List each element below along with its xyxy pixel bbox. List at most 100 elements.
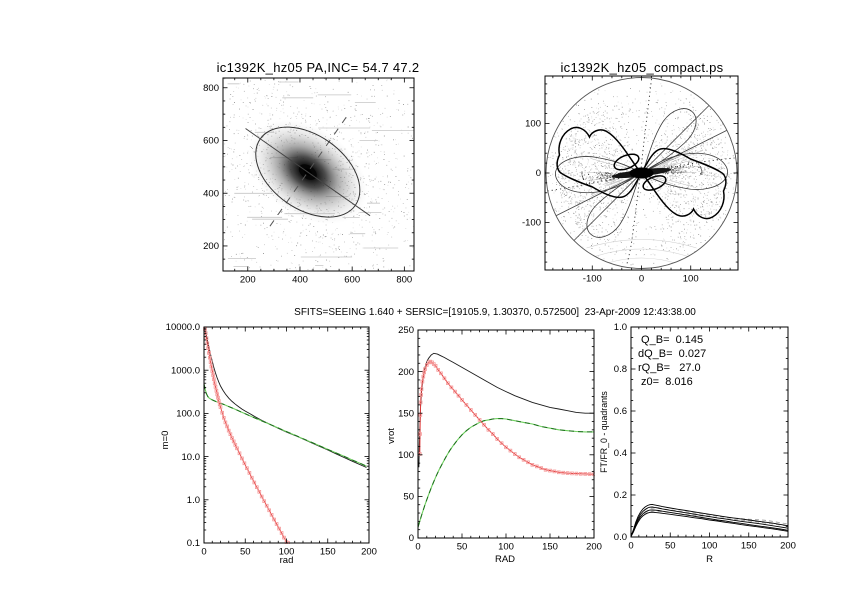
fourier-annotations: Q_B= 0.145 dQ_B= 0.027 rQ_B= 27.0 z0= 8.01… [638,334,706,388]
marker-bulge-rotation [526,460,530,465]
marker-bulge-sersic [204,336,209,340]
series-bulge-sersic [204,328,289,544]
marker-bulge-sersic [225,424,229,429]
marker-bulge-sersic [237,451,242,456]
y-tick-label: 0 [409,533,414,544]
x-tick-label: 800 [396,275,412,286]
marker-bulge-rotation [423,367,427,371]
panel-rotation-curve: 0 50 100 150 200 0 50 100 150 200 250 RAD vrot [386,325,602,565]
marker-bulge-rotation [439,371,443,376]
plot-frame [417,329,595,539]
surface-profile-axes: 0 50 100 150 200 10000.0 1000.0 100.0 10.0 1.0 0.1 [166,322,377,557]
marker-bulge-sersic [235,446,239,451]
marker-bulge-rotation [473,413,478,417]
marker-bulge-sersic [255,485,259,490]
marker-bulge-rotation [464,403,469,407]
x-tick-label: 200 [780,541,796,552]
marker-bulge-rotation [556,470,561,475]
marker-bulge-sersic [274,522,279,526]
marker-bulge-rotation [512,452,517,456]
marker-bulge-sersic [277,526,281,531]
x-tick-label: 150 [741,541,757,552]
marker-bulge-sersic [216,395,220,400]
rotation-curve-xlabel: RAD [495,554,515,565]
marker-bulge-rotation [486,428,491,432]
marker-bulge-sersic [205,341,210,346]
marker-bulge-sersic [250,475,254,480]
fourier-quadrants-ylabel: FT/FR_0 - quadrants [599,391,609,473]
series-disk-rotation-dashed [417,418,594,528]
x-tick-label: 150 [542,542,558,553]
compact-map-art [547,78,737,267]
marker-bulge-sersic [215,392,220,397]
marker-bulge-rotation [442,376,447,381]
marker-bulge-rotation [460,398,464,402]
y-tick-label: 0.0 [614,532,627,543]
marker-bulge-rotation [491,432,495,436]
axis-ticks [223,78,414,271]
marker-bulge-sersic [211,373,215,377]
marker-bulge-sersic [213,385,218,389]
marker-bulge-rotation [433,364,438,368]
x-tick-label: 150 [320,547,336,558]
x-tick-label: 50 [240,547,251,558]
marker-bulge-rotation [477,418,482,422]
marker-bulge-sersic [230,436,234,440]
fit-summary-title: SFITS=SEEING 1.640 + SERSIC=[19105.9, 1.… [294,307,696,318]
y-tick-label: 100 [398,450,414,461]
y-tick-label: 0.4 [614,448,627,459]
marker-bulge-rotation [418,432,422,436]
rotation-curve-curves [417,352,595,528]
galaxy-image-title: ic1392K_hz05 PA,INC= 54.7 47.2 [217,60,420,75]
marker-bulge-rotation [436,368,440,372]
marker-bulge-sersic [262,499,267,504]
marker-bulge-rotation [469,408,473,412]
series-disk-component-dashed [203,383,367,467]
marker-bulge-sersic [233,443,238,447]
marker-bulge-sersic [210,369,215,373]
marker-bulge-sersic [228,432,233,437]
marker-bulge-sersic [231,439,236,444]
marker-bulge-rotation [453,389,457,394]
tick-labels: 0 50 100 150 200 0 50 100 150 200 250 [398,325,602,552]
marker-bulge-sersic [282,535,286,540]
y-tick-label: 250 [398,325,414,336]
faint-arc-1 [586,239,697,249]
x-tick-label: 100 [279,547,295,558]
axis-ticks [545,76,738,270]
x-tick-label: 200 [586,542,602,553]
x-tick-label: 600 [344,275,360,286]
marker-bulge-sersic [218,405,223,409]
y-tick-label: -100 [522,218,541,229]
panel-galaxy-image: ic1392K_hz05 PA,INC= 54.7 47.2 200 400 600… [203,60,420,286]
dark-central-core [629,167,654,179]
fourier-quadrants-xlabel: R [706,554,713,565]
contour-thick [556,126,727,220]
marker-bulge-rotation [449,385,454,390]
galaxy-blob [245,116,371,228]
marker-bulge-sersic [208,355,212,360]
tick-labels: -100 0 100 -100 0 100 [522,119,699,285]
marker-bulge-rotation [421,374,426,379]
x-tick-label: 100 [683,274,699,285]
x-tick-label: 0 [639,274,644,285]
marker-bulge-rotation [446,381,450,385]
axis-ticks [203,326,370,544]
marker-bulge-rotation [548,468,552,473]
y-tick-label: 400 [203,188,219,199]
series-quadrant-dashed-2 [638,510,789,527]
marker-bulge-rotation [521,457,526,462]
marker-bulge-rotation [578,471,583,476]
annotation-line-2: rQ_B= 27.0 [638,362,701,374]
series-quadrant-1 [630,503,789,537]
marker-bulge-rotation [517,455,522,460]
speckle-layer [552,87,737,266]
series-quadrant-4 [630,511,789,537]
speckle-layer [547,91,735,264]
series-total-model [204,327,367,468]
panel-fourier-quadrants: 0 50 100 150 200 0.0 0.2 0.4 0.6 0.8 1.0 Q_B= 0.14… [599,322,796,565]
marker-bulge-sersic [252,480,257,485]
marker-bulge-sersic [247,471,252,475]
marker-bulge-rotation [539,466,544,470]
tick-labels: 0 50 100 150 200 0.0 0.2 0.4 0.6 0.8 1.0 [614,322,796,551]
